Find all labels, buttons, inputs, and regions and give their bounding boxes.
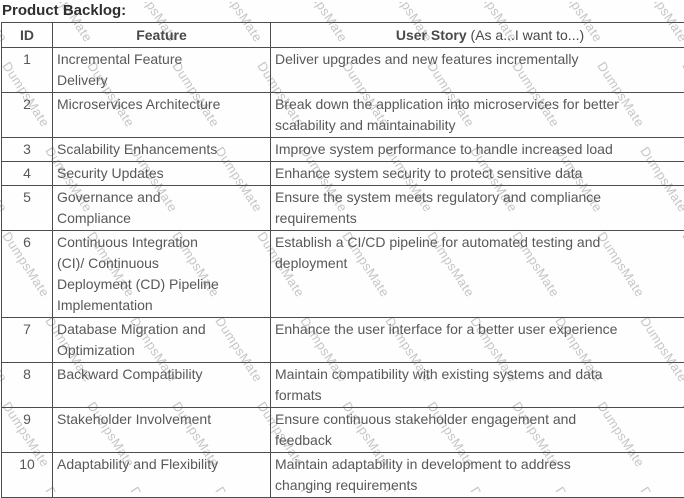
cell-feature: Microservices Architecture bbox=[53, 93, 271, 138]
cell-story: Maintain compatibility with existing sys… bbox=[271, 363, 684, 408]
cell-feature: Backward Compatibility bbox=[53, 363, 271, 408]
cell-story: Establish a CI/CD pipeline for automated… bbox=[271, 231, 684, 318]
header-row: ID Feature User Story (As a...I want to.… bbox=[2, 23, 684, 48]
cell-id: 7 bbox=[2, 318, 53, 363]
table-row: 2 Microservices Architecture Break down … bbox=[2, 93, 684, 138]
cell-id: 4 bbox=[2, 162, 53, 186]
cell-id: 2 bbox=[2, 93, 53, 138]
cell-story: Deliver upgrades and new features increm… bbox=[271, 48, 684, 93]
cell-id: 10 bbox=[2, 453, 53, 498]
cell-story: Break down the application into microser… bbox=[271, 93, 684, 138]
table-row: 6 Continuous Integration (CI)/ Continuou… bbox=[2, 231, 684, 318]
table-row: 4 Security Updates Enhance system securi… bbox=[2, 162, 684, 186]
cell-feature: Governance and Compliance bbox=[53, 186, 271, 231]
cell-feature: Incremental Feature Delivery bbox=[53, 48, 271, 93]
cell-id: 3 bbox=[2, 138, 53, 162]
cell-story: Enhance the user interface for a better … bbox=[271, 318, 684, 363]
table-row: 3 Scalability Enhancements Improve syste… bbox=[2, 138, 684, 162]
cell-feature: Adaptability and Flexibility bbox=[53, 453, 271, 498]
cell-feature: Stakeholder Involvement bbox=[53, 408, 271, 453]
cell-story: Improve system performance to handle inc… bbox=[271, 138, 684, 162]
header-feature: Feature bbox=[53, 23, 271, 48]
header-user-story-label: User Story bbox=[396, 27, 467, 43]
cell-story: Enhance system security to protect sensi… bbox=[271, 162, 684, 186]
table-row: 5 Governance and Compliance Ensure the s… bbox=[2, 186, 684, 231]
cell-story: Ensure the system meets regulatory and c… bbox=[271, 186, 684, 231]
cell-feature: Database Migration and Optimization bbox=[53, 318, 271, 363]
table-row: 10 Adaptability and Flexibility Maintain… bbox=[2, 453, 684, 498]
page-title: Product Backlog: bbox=[2, 2, 684, 20]
cell-id: 5 bbox=[2, 186, 53, 231]
cell-id: 9 bbox=[2, 408, 53, 453]
table-row: 1 Incremental Feature Delivery Deliver u… bbox=[2, 48, 684, 93]
cell-id: 8 bbox=[2, 363, 53, 408]
cell-feature: Continuous Integration (CI)/ Continuous … bbox=[53, 231, 271, 318]
cell-story: Maintain adaptability in development to … bbox=[271, 453, 684, 498]
header-user-story-note: (As a...I want to...) bbox=[467, 27, 584, 43]
table-row: 7 Database Migration and Optimization En… bbox=[2, 318, 684, 363]
cell-feature: Scalability Enhancements bbox=[53, 138, 271, 162]
header-user-story: User Story (As a...I want to...) bbox=[271, 23, 684, 48]
cell-feature: Security Updates bbox=[53, 162, 271, 186]
product-backlog-table: ID Feature User Story (As a...I want to.… bbox=[1, 22, 684, 498]
cell-id: 1 bbox=[2, 48, 53, 93]
table-row: 8 Backward Compatibility Maintain compat… bbox=[2, 363, 684, 408]
cell-id: 6 bbox=[2, 231, 53, 318]
table-row: 9 Stakeholder Involvement Ensure continu… bbox=[2, 408, 684, 453]
header-id: ID bbox=[2, 23, 53, 48]
cell-story: Ensure continuous stakeholder engagement… bbox=[271, 408, 684, 453]
